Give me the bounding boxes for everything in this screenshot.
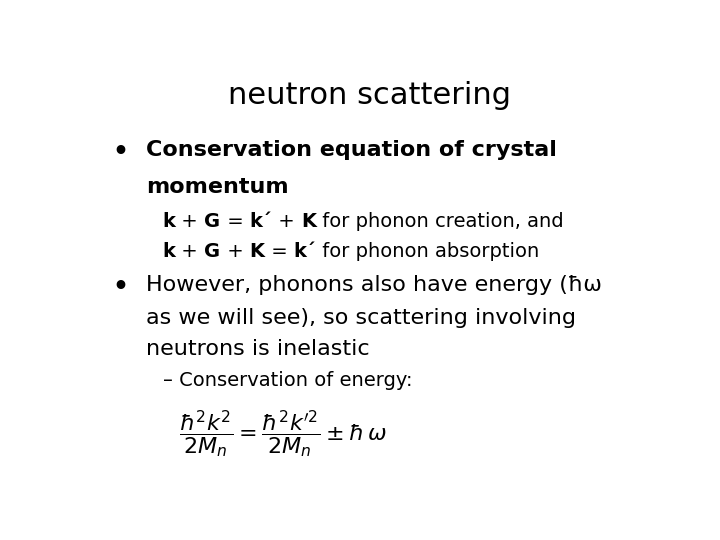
Text: •: • [112, 275, 128, 299]
Text: – Conservation of energy:: – Conservation of energy: [163, 371, 412, 390]
Text: +: + [176, 212, 204, 232]
Text: G: G [204, 241, 220, 260]
Text: neutrons is inelastic: neutrons is inelastic [145, 339, 369, 359]
Text: =: = [220, 212, 250, 232]
Text: However, phonons also have energy (ħω: However, phonons also have energy (ħω [145, 275, 602, 295]
Text: •: • [112, 140, 128, 164]
Text: +: + [220, 241, 250, 260]
Text: for phonon creation, and: for phonon creation, and [316, 212, 564, 232]
Text: =: = [264, 241, 294, 260]
Text: k: k [163, 212, 176, 232]
Text: K: K [301, 212, 316, 232]
Text: k: k [163, 241, 176, 260]
Text: +: + [176, 241, 204, 260]
Text: Conservation equation of crystal: Conservation equation of crystal [145, 140, 557, 160]
Text: K: K [250, 241, 264, 260]
Text: k´: k´ [294, 241, 316, 260]
Text: neutron scattering: neutron scattering [228, 82, 510, 111]
Text: $\dfrac{\hbar^2 k^2}{2M_n} = \dfrac{\hbar^2 k^{\prime 2}}{2M_n} \pm \hbar\,\omeg: $\dfrac{\hbar^2 k^2}{2M_n} = \dfrac{\hba… [179, 408, 387, 460]
Text: for phonon absorption: for phonon absorption [316, 241, 539, 260]
Text: G: G [204, 212, 220, 232]
Text: momentum: momentum [145, 177, 289, 197]
Text: as we will see), so scattering involving: as we will see), so scattering involving [145, 308, 576, 328]
Text: +: + [272, 212, 301, 232]
Text: k´: k´ [250, 212, 272, 232]
